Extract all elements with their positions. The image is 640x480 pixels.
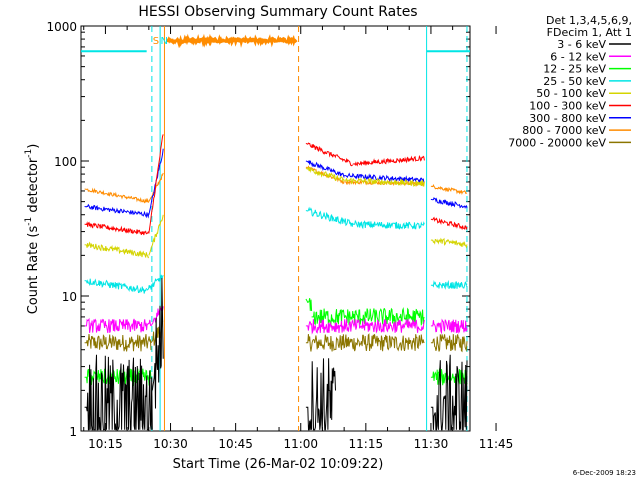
legend-header-line: FDecim 1, Att 1	[547, 26, 632, 39]
series-line-segment	[148, 134, 164, 234]
x-tick-label: 11:30	[414, 437, 449, 451]
legend-entry-label: 300 - 800 keV	[529, 112, 606, 125]
y-label-part-2: detector	[26, 157, 41, 217]
y-axis-label-group: Count Rate (s-1 detector-1)	[24, 144, 41, 315]
y-tick-label: 1	[69, 425, 77, 439]
legend-entry-label: 50 - 100 keV	[536, 87, 606, 100]
x-tick-label: 11:45	[479, 437, 514, 451]
series-line-segment	[352, 154, 425, 167]
y-axis-label: Count Rate (s-1 detector-1)	[24, 144, 41, 315]
plot-area: 1 10 100 1000 10:15 10:30 10:45 11:00 11:15 11:30…	[46, 20, 513, 451]
series-line-segment	[430, 334, 468, 353]
series-line-segment	[84, 203, 150, 219]
series-line-segment	[148, 214, 164, 256]
legend-entry-label: 3 - 6 keV	[557, 38, 606, 51]
series-line-segment	[430, 237, 468, 249]
series-line-segment	[84, 334, 152, 352]
y-label-sup-1: -1	[24, 217, 34, 226]
series-line-segment	[430, 216, 468, 231]
series-line-segment	[84, 354, 153, 431]
marker-label-s: S	[153, 36, 159, 47]
legend-entry-label: 12 - 25 keV	[543, 63, 606, 76]
x-tick-label: 11:00	[283, 437, 318, 451]
series-line-segment	[305, 165, 345, 185]
series-line-segment	[305, 166, 345, 182]
y-label-part-1: Count Rate (s	[26, 226, 41, 315]
legend-entry-label: 100 - 300 keV	[529, 100, 606, 113]
series-line-segment	[305, 298, 313, 312]
series-line-segment	[305, 318, 425, 335]
series-line-segment	[84, 221, 149, 236]
legend-header-line: Det 1,3,4,5,6,9,	[546, 14, 632, 27]
x-axis-label: Start Time (26-Mar-02 10:09:22)	[173, 457, 384, 472]
footer-timestamp: 6-Dec-2009 18:23	[573, 469, 636, 477]
series-line-segment	[150, 305, 164, 327]
y-label-sup-2: -1	[24, 149, 34, 158]
y-tick-label: 10	[62, 290, 77, 304]
y-tick-label: 100	[54, 155, 77, 169]
series-line-segment	[84, 317, 152, 333]
series-line-segment	[166, 33, 298, 49]
legend-entry-label: 7000 - 20000 keV	[508, 136, 606, 149]
series-line-segment	[344, 172, 425, 184]
series-line-segment	[430, 197, 468, 209]
y-label-part-3: )	[26, 144, 41, 149]
x-tick-label: 10:30	[153, 437, 188, 451]
series-line-segment	[430, 184, 468, 195]
series-3-6-kev	[84, 278, 468, 431]
x-tick-label: 10:15	[88, 437, 123, 451]
series-line-segment	[84, 241, 150, 259]
series-line-segment	[305, 142, 353, 167]
series-line-segment	[430, 354, 468, 431]
series-line-segment	[151, 278, 164, 409]
plot-contents	[81, 26, 470, 431]
legend: Det 1,3,4,5,6,9,FDecim 1, Att 13 - 6 keV…	[508, 14, 632, 149]
chart-title: HESSI Observing Summary Count Rates	[138, 4, 417, 20]
legend-entry-label: 800 - 7000 keV	[522, 124, 606, 137]
series-line-segment	[430, 318, 468, 335]
plot-frame	[80, 25, 471, 432]
series-line-segment	[305, 160, 345, 178]
series-line-segment	[305, 358, 336, 431]
series-line-segment	[352, 219, 425, 230]
series-6-12-kev	[84, 305, 468, 335]
series-line-segment	[146, 274, 164, 291]
series-line-segment	[84, 278, 148, 294]
series-line-segment	[430, 279, 468, 290]
legend-entry-label: 6 - 12 keV	[550, 50, 606, 63]
series-line-segment	[305, 206, 354, 227]
series-line-segment	[344, 177, 425, 187]
series-100-300-kev	[84, 134, 468, 236]
marker-label-n: N	[161, 36, 168, 47]
series-50-100-kev	[84, 166, 468, 259]
x-tick-label: 10:45	[218, 437, 253, 451]
legend-entry-label: 25 - 50 keV	[543, 75, 606, 88]
x-tick-label: 11:15	[349, 437, 384, 451]
series-line-segment	[305, 333, 425, 352]
y-tick-label: 1000	[46, 20, 77, 34]
series-line-segment	[430, 368, 468, 386]
series-line-segment	[84, 187, 150, 204]
series-25-50-kev	[84, 206, 468, 294]
